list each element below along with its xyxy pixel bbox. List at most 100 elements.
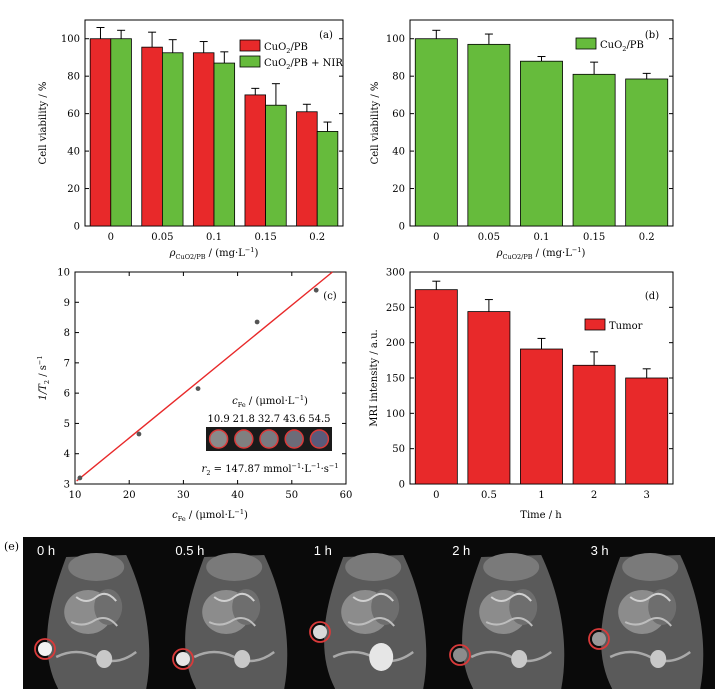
- y-axis-label: MRI intensity / a.u.: [369, 329, 380, 426]
- body-organs: [370, 589, 399, 625]
- x-tick-label: 50: [285, 490, 298, 501]
- legend-swatch-tumor: [584, 318, 606, 331]
- y-tick-label: 9: [64, 298, 70, 309]
- organ-texture: [609, 650, 691, 663]
- y-tick-label: 60: [392, 109, 405, 120]
- inset-phantom-circle: [259, 429, 279, 449]
- y-tick-label: 100: [386, 34, 405, 45]
- y-tick-label: 20: [392, 184, 405, 195]
- y-tick-label: 60: [67, 109, 80, 120]
- x-tick-label: 0.15: [254, 232, 276, 243]
- panel-label: (a): [319, 30, 333, 41]
- y-tick-label: 50: [392, 444, 405, 455]
- inset-concentration-label: 21.8: [233, 414, 255, 425]
- y-tick-label: 7: [64, 358, 70, 369]
- organ-texture: [347, 617, 395, 627]
- data-point: [254, 319, 260, 325]
- y-tick-label: 40: [67, 147, 80, 158]
- bar: [244, 94, 267, 227]
- y-tick-label: 10: [57, 268, 70, 279]
- chart-d: 0 50 100 150 200 250 300 0 0.5 1 2 3 (d) Tumor MRI int…: [369, 268, 674, 521]
- x-axis-label: Time / h: [520, 510, 562, 521]
- bar: [572, 364, 616, 485]
- body-organs: [509, 589, 538, 625]
- x-tick-label: 0.5: [481, 490, 497, 501]
- mri-timepoint-label: 3 h: [590, 543, 609, 558]
- mri-scan-image: [449, 553, 565, 689]
- x-tick-label: 2: [591, 490, 597, 501]
- inset-concentration-label: 43.6: [283, 414, 305, 425]
- y-tick-label: 5: [64, 419, 70, 430]
- data-point: [195, 386, 201, 391]
- x-tick-label: 0.2: [639, 232, 655, 243]
- organ-texture: [470, 650, 553, 663]
- x-tick-label: 0.15: [583, 232, 605, 243]
- chart-c: 3 4 5 6 7 8 9 10 10 20 30 40 50 60 (c) cFe / (μmol·L−1)…: [36, 268, 353, 524]
- mri-timepoint-label: 0 h: [37, 543, 56, 558]
- bar: [414, 289, 458, 485]
- x-tick-label: 0.1: [206, 232, 222, 243]
- panel-label: (d): [645, 291, 659, 302]
- x-tick-label: 0.2: [309, 232, 325, 243]
- bar: [316, 131, 339, 227]
- inset-concentration-label: 10.9: [207, 414, 229, 425]
- bar: [213, 62, 236, 227]
- tumor-marker-circle: [449, 644, 472, 666]
- legend-label-cuo2-pb-nir: CuO2/PB + NIR: [264, 58, 343, 71]
- x-tick-label: 20: [123, 490, 136, 501]
- body-upper: [483, 553, 540, 581]
- y-tick-label: 200: [386, 338, 405, 349]
- y-tick-label: 0: [399, 480, 405, 491]
- bar: [414, 38, 458, 227]
- inset-phantom-circle: [284, 429, 304, 449]
- bladder-signal: [649, 650, 666, 668]
- bar: [141, 46, 163, 227]
- organ-texture: [490, 592, 533, 602]
- organ-texture: [209, 617, 257, 627]
- y-tick-label: 3: [64, 480, 70, 491]
- body-upper: [206, 553, 263, 581]
- legend-label-cuo2-pb: CuO2/PB: [264, 42, 308, 55]
- y-tick-label: 80: [67, 72, 80, 83]
- x-tick-label: 0.05: [478, 232, 500, 243]
- chart-a: 0 20 40 60 80 100 0 0.05 0.1 0.15 0.2 (a) CuO2/PB CuO…: [38, 19, 344, 261]
- inset-phantom-circle: [234, 429, 254, 449]
- x-tick-label: 0: [433, 490, 439, 501]
- x-tick-label: 60: [340, 490, 353, 501]
- legend-swatch-cuo2-pb: [239, 39, 261, 52]
- mri-scan-image: [172, 553, 288, 689]
- chart-b: 0 20 40 60 80 100 0 0.05 0.1 0.15 0.2 (b)CuO2/PB Cel…: [370, 19, 674, 261]
- bladder-signal: [511, 650, 528, 668]
- mri-image-strip: 0 h 0.5 h 1 h 2 h 3 h: [23, 537, 715, 689]
- body-upper: [344, 553, 401, 581]
- inset-phantom-circle: [309, 429, 330, 449]
- x-tick-label: 30: [177, 490, 190, 501]
- y-tick-label: 20: [67, 184, 80, 195]
- x-tick-label: 40: [231, 490, 244, 501]
- mri-frame: 2 h: [438, 537, 574, 689]
- y-axis-label: Cell viability / %: [370, 82, 381, 165]
- tumor-marker-circle: [172, 648, 195, 670]
- y-tick-label: 300: [386, 268, 405, 279]
- x-axis-label: ρCuO2/PB / (mg·L−1): [169, 246, 259, 261]
- x-tick-label: 0: [108, 232, 114, 243]
- mri-timepoint-label: 0.5 h: [175, 543, 205, 558]
- y-axis-label: Cell viability / %: [38, 82, 49, 165]
- tumor-signal: [38, 642, 52, 656]
- bar: [296, 111, 318, 227]
- legend-swatch-cuo2-pb: [575, 37, 597, 50]
- bar: [110, 38, 132, 227]
- tumor-signal: [176, 652, 191, 666]
- tumor-marker-circle: [308, 621, 331, 643]
- bar: [520, 348, 563, 485]
- inset-concentration-label: 32.7: [258, 414, 280, 425]
- y-tick-label: 0: [399, 222, 405, 233]
- mri-frame: 0 h: [23, 537, 159, 689]
- bar: [467, 43, 511, 227]
- bladder-signal: [96, 650, 113, 668]
- bar: [265, 104, 287, 227]
- bar: [572, 73, 616, 227]
- y-tick-label: 40: [392, 147, 405, 158]
- legend-label-cuo2-pb: CuO2/PB: [600, 40, 644, 53]
- inset-concentration-label: 54.5: [308, 414, 330, 425]
